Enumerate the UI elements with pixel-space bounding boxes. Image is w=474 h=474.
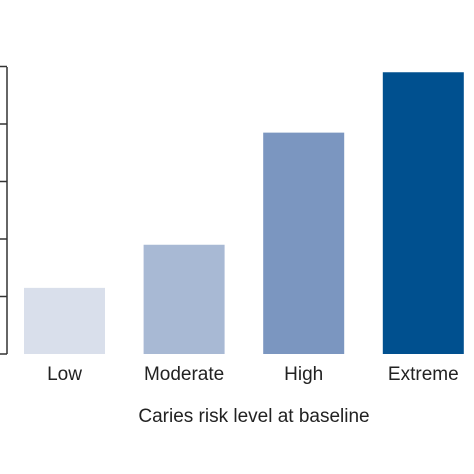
x-tick-labels: Low Moderate High Extreme xyxy=(47,364,459,385)
bar-high xyxy=(263,132,345,354)
y-axis-ticks xyxy=(0,65,7,355)
bars-group xyxy=(24,72,464,354)
x-tick-label-moderate: Moderate xyxy=(144,364,224,385)
x-tick-label-high: High xyxy=(284,364,323,385)
bar-low xyxy=(24,287,105,354)
bar-extreme xyxy=(382,72,464,354)
x-tick-label-extreme: Extreme xyxy=(388,364,459,385)
bar-moderate xyxy=(143,244,225,354)
x-tick-label-low: Low xyxy=(47,364,82,385)
x-axis-title: Caries risk level at baseline xyxy=(138,406,369,427)
